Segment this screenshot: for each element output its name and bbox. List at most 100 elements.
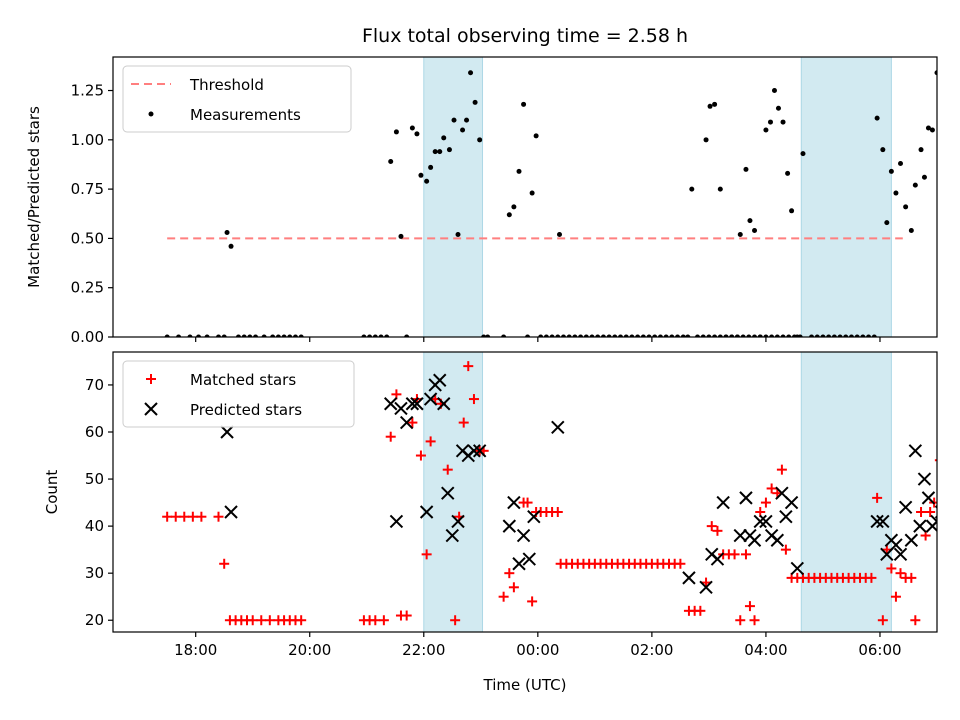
predicted-point-b [784,495,799,510]
predicted-point [220,425,234,439]
predicted-point [224,505,238,519]
measurement-point [746,334,752,337]
measurement-point [275,334,281,337]
matched-point [729,549,740,560]
measurement-point [270,334,276,337]
measurement-point [589,334,595,337]
measurement-point [501,334,507,337]
measurement-point [898,160,904,166]
x-tick-label: 22:00 [402,641,445,659]
predicted-point [753,514,767,529]
measurement-point [595,334,601,337]
y-tick-label: 60 [85,423,104,441]
legend-predicted-label: Predicted stars [190,401,302,419]
legend-matched-label: Matched stars [190,371,296,389]
predicted-point-b [779,509,793,524]
predicted-point-b [759,514,773,529]
measurement-point [455,231,461,237]
measurement-point [925,125,931,131]
predicted-point [502,519,517,533]
predicted-point [759,514,773,529]
measurement-point [372,334,378,337]
matched-point [385,431,396,442]
measurement-point [921,174,927,180]
predicted-point-b [451,514,465,529]
measurement-point [623,334,629,337]
predicted-point-b [423,392,438,406]
matched-point [247,615,258,626]
y-tick-label: 30 [85,564,104,582]
measurement-point [477,137,483,143]
predicted-point-b [405,397,420,411]
bottom-legend: Matched stars Predicted stars [122,360,355,428]
measurement-point [717,186,723,192]
predicted-point [739,491,753,505]
predicted-point [682,571,696,585]
matched-point [370,615,381,626]
shaded-interval [800,351,892,633]
predicted-point [784,495,799,510]
matched-point [695,605,706,616]
measurement-point [685,334,691,337]
predicted-point [733,528,747,543]
measurement-point [703,137,709,143]
matched-point [442,464,453,475]
measurement-point [281,334,287,337]
matched-point [170,511,181,522]
matched-point [415,450,426,461]
measurement-point [712,101,718,107]
predicted-point-b [384,397,398,411]
measurement-point [164,334,170,337]
predicted-point-b [467,444,481,458]
x-axis-label: Time (UTC) [483,676,567,694]
y-tick-label: 1.25 [71,82,104,100]
measurement-point [618,334,624,337]
x-tick-label: 18:00 [174,641,217,659]
matched-point [468,394,479,405]
measurement-point [831,334,837,337]
predicted-point-b [913,519,927,533]
matched-point [675,558,686,569]
measurement-point [261,334,267,337]
top-y-axis-label: Matched/Predicted stars [25,106,43,288]
measurement-point [287,334,293,337]
measurement-point [543,334,549,337]
measurement-point [555,334,561,337]
predicted-point-b [445,528,460,543]
x-tick-label: 20:00 [288,641,331,659]
measurement-point [424,178,430,184]
predicted-point-b [753,514,767,529]
predicted-point-b [433,373,447,387]
measurement-point [566,334,572,337]
measurement-point [640,334,646,337]
predicted-point-b [516,528,531,543]
measurement-point [361,334,367,337]
matched-point [504,568,515,579]
matched-point [766,483,777,494]
matched-point [187,511,198,522]
top-panel: 0.00 0.25 0.50 0.75 1.00 1.25 [71,56,938,346]
matched-point [421,549,432,560]
measurement-point [694,334,700,337]
predicted-point-b [410,397,424,411]
matched-point [425,436,436,447]
plot-frame [112,56,938,338]
predicted-point [699,580,713,595]
predicted-point-b [220,425,234,439]
predicted-point-b [893,547,908,562]
measurement-point [388,159,394,165]
predicted-point-b [889,538,903,552]
matched-point [463,361,474,372]
measurement-point [298,334,304,337]
measurement-point [871,334,877,337]
measurement-point [378,334,384,337]
predicted-point [467,444,481,458]
top-legend: Threshold Measurements [122,65,352,133]
predicted-point [516,528,531,543]
plot-frame [112,351,938,633]
measurement-point [460,127,466,133]
predicted-point-b [716,495,730,510]
predicted-point-b [870,514,884,529]
measurement-point [529,190,535,196]
predicted-point-b [775,486,789,500]
